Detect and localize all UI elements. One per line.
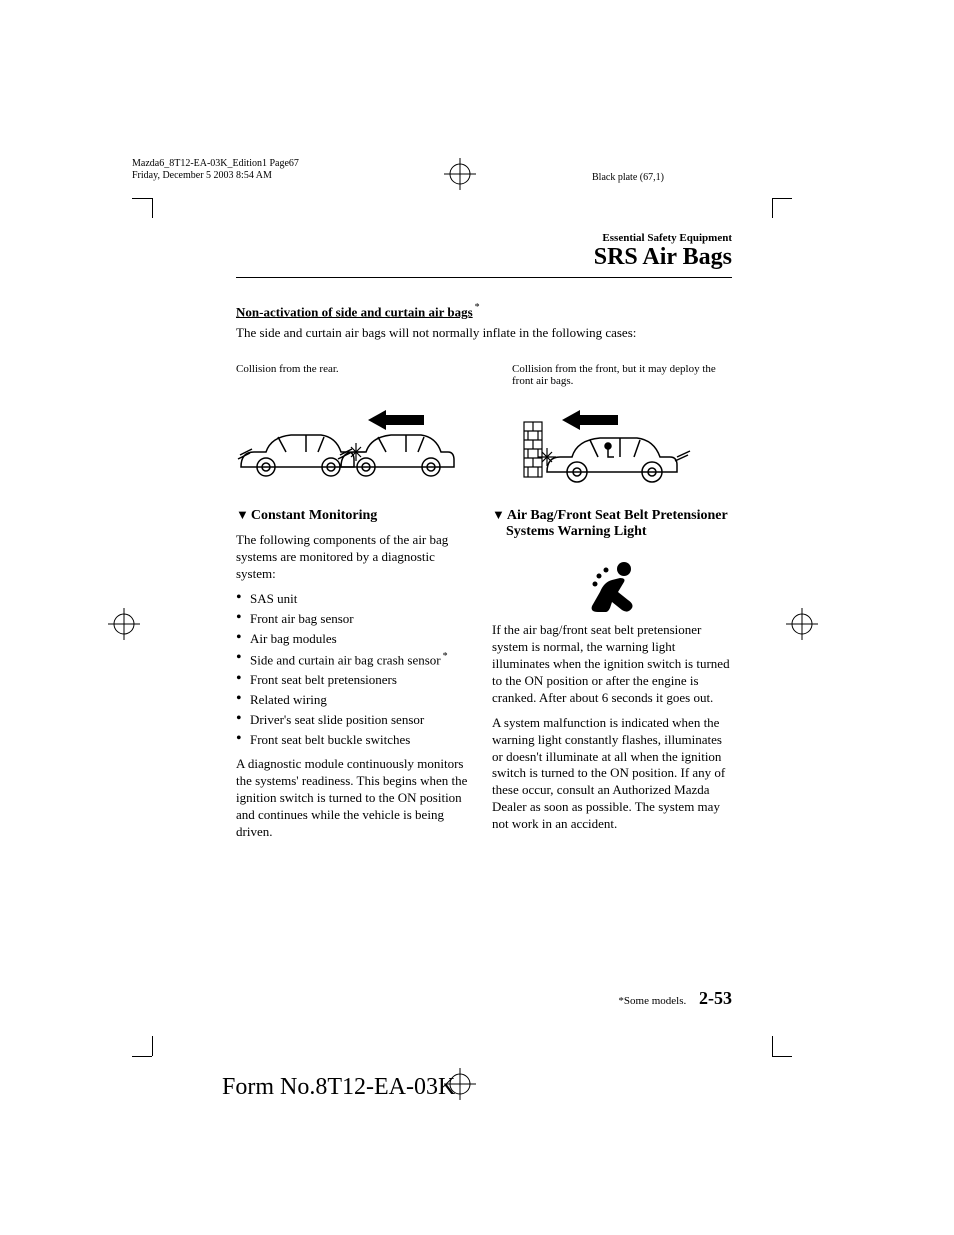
list-item: Related wiring [236,692,472,708]
page-title: SRS Air Bags [594,244,732,271]
figure-captions: Collision from the rear. Collision from … [236,363,732,387]
caption-rear: Collision from the rear. [236,363,456,387]
warning-light-head: ▼Air Bag/Front Seat Belt Pretensioner Sy… [506,507,732,540]
list-item: Side and curtain air bag crash sensor* [236,651,472,668]
header-rule [236,277,732,278]
doc-meta-line1: Mazda6_8T12-EA-03K_Edition1 Page67 [132,158,299,170]
warning-light-title: Air Bag/Front Seat Belt Pretensioner Sys… [506,508,727,539]
component-list: SAS unit Front air bag sensor Air bag modu… [236,591,472,748]
constant-monitoring-title: Constant Monitoring [251,508,377,523]
form-number: Form No.8T12-EA-03K [222,1074,455,1101]
cropmark-icon [132,1056,152,1057]
cropmark-icon [132,198,152,199]
cropmark-icon [152,1036,153,1056]
caption-front: Collision from the front, but it may dep… [512,363,732,387]
nonactivation-heading: Non-activation of side and curtain air b… [236,302,732,321]
triangle-bullet-icon: ▼ [236,507,249,522]
page-number: 2-53 [699,988,732,1008]
list-item: Front seat belt pretensioners [236,672,472,688]
warning-light-para2: A system malfunction is indicated when t… [492,715,732,833]
nonactivation-heading-text: Non-activation of side and curtain air b… [236,304,473,319]
front-collision-figure-icon [512,397,732,487]
regmark-left-icon [108,608,140,640]
cropmark-icon [772,1036,773,1056]
constant-monitoring-outro: A diagnostic module continuously monitor… [236,756,472,840]
list-item: Air bag modules [236,631,472,647]
list-item: Front seat belt buckle switches [236,732,472,748]
list-item: Driver's seat slide position sensor [236,712,472,728]
section-label: Essential Safety Equipment [594,232,732,244]
left-column: ▼Constant Monitoring The following compo… [236,507,472,840]
regmark-right-icon [786,608,818,640]
footnote-star-icon: * [475,302,480,313]
cropmark-icon [772,198,792,199]
rear-collision-figure-icon [236,397,456,487]
warning-light-para1: If the air bag/front seat belt pretensio… [492,622,732,706]
content-area: Non-activation of side and curtain air b… [236,302,732,841]
constant-monitoring-intro: The following components of the air bag … [236,532,472,583]
constant-monitoring-head: ▼Constant Monitoring [250,507,472,524]
footer: *Some models. 2-53 [616,988,732,1009]
triangle-bullet-icon: ▼ [492,507,505,522]
figures-row [236,397,732,487]
list-item: Front air bag sensor [236,611,472,627]
running-head: Essential Safety Equipment SRS Air Bags [594,232,732,271]
plate-label: Black plate (67,1) [592,172,664,183]
two-column-body: ▼Constant Monitoring The following compo… [236,507,732,840]
regmark-top-icon [444,158,476,190]
cropmark-icon [152,198,153,218]
doc-meta: Mazda6_8T12-EA-03K_Edition1 Page67 Frida… [132,158,299,182]
list-item: SAS unit [236,591,472,607]
footnote-text: Some models. [624,995,686,1007]
doc-meta-line2: Friday, December 5 2003 8:54 AM [132,170,299,182]
cropmark-icon [772,198,773,218]
airbag-warning-icon [582,558,642,614]
nonactivation-intro: The side and curtain air bags will not n… [236,325,732,341]
right-column: ▼Air Bag/Front Seat Belt Pretensioner Sy… [492,507,732,840]
cropmark-icon [772,1056,792,1057]
footnote-star-icon: * [443,651,448,662]
